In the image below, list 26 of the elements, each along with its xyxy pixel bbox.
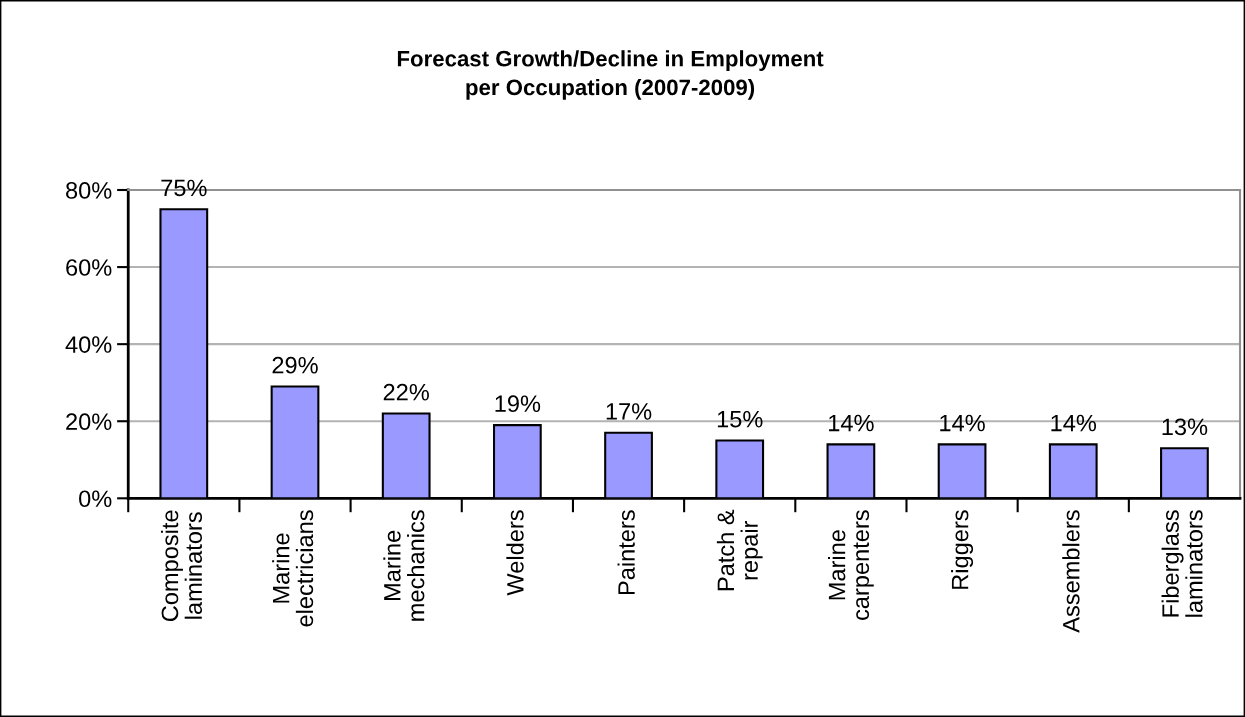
x-tick-label: Painters bbox=[617, 510, 635, 595]
chart-title: Forecast Growth/Decline in Employment per Occupation (2007-2009) bbox=[397, 50, 824, 100]
data-label: 14% bbox=[940, 414, 985, 432]
data-label: 29% bbox=[272, 356, 318, 374]
x-tick-label: Welders bbox=[506, 510, 524, 596]
data-label: 19% bbox=[495, 395, 541, 413]
x-tick-label: Composite laminators bbox=[160, 510, 203, 622]
data-label: 13% bbox=[1162, 418, 1208, 436]
x-tick-label: Marine electricians bbox=[272, 510, 314, 627]
y-tick-label: 60% bbox=[66, 259, 112, 276]
data-label: 17% bbox=[606, 403, 652, 420]
y-tick-label: 0% bbox=[79, 490, 112, 508]
x-tick-label: Riggers bbox=[951, 510, 974, 589]
x-tick-label: Patch & repair bbox=[716, 509, 763, 591]
data-label: 22% bbox=[383, 383, 429, 401]
data-label: 15% bbox=[717, 410, 763, 428]
y-tick-label: 20% bbox=[66, 413, 112, 431]
x-tick-label: Marine mechanics bbox=[383, 510, 425, 621]
data-label: 75% bbox=[161, 179, 207, 197]
data-label: 14% bbox=[1051, 414, 1097, 432]
data-label: 14% bbox=[829, 414, 874, 432]
y-tick-label: 80% bbox=[66, 182, 112, 199]
y-tick-label: 40% bbox=[65, 336, 112, 353]
x-tick-label: Assemblers bbox=[1062, 510, 1080, 633]
x-tick-label: Marine carpenters bbox=[828, 510, 874, 620]
x-tick-label: Fiberglass laminators bbox=[1161, 510, 1203, 617]
